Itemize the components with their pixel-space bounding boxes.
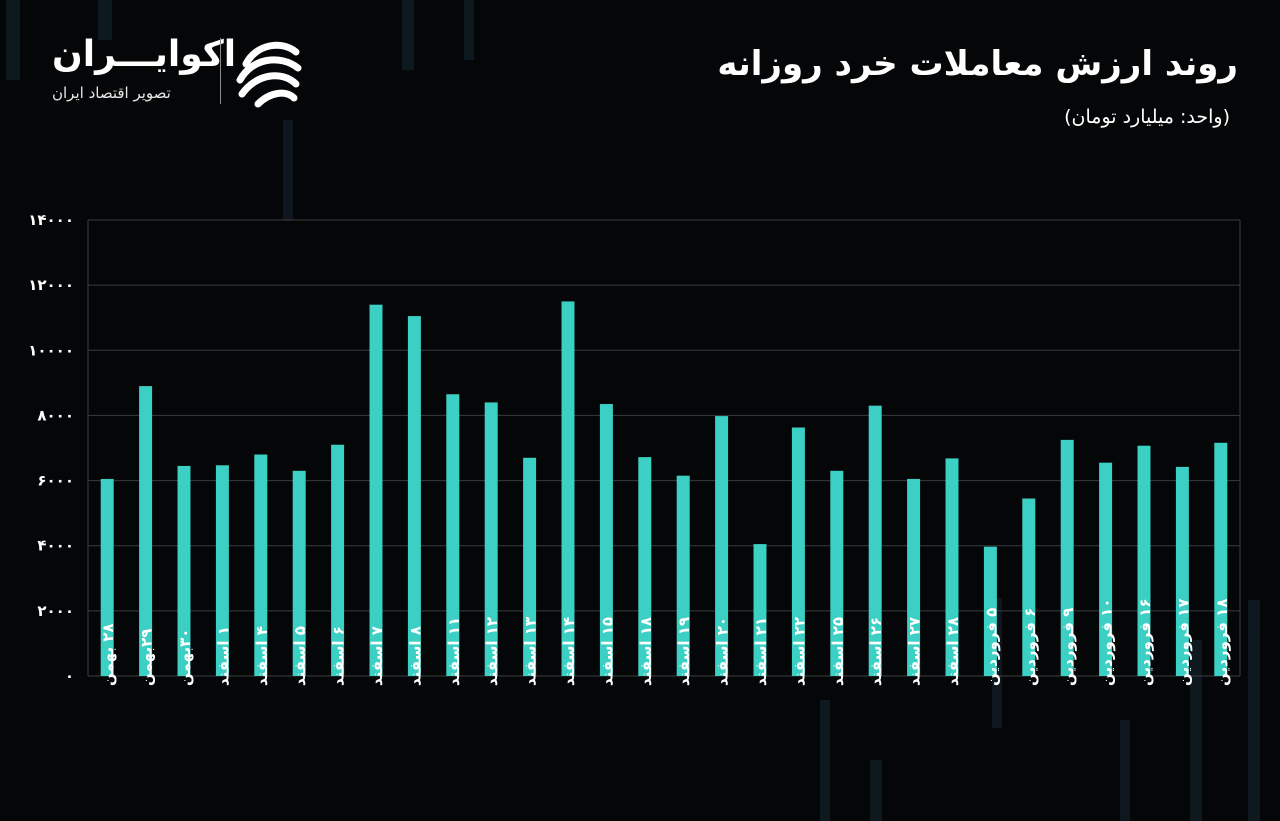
x-tick-label: ۱۲ اسفند: [483, 617, 501, 686]
y-tick-label: ۱۰۰۰۰: [28, 341, 74, 359]
bar: [1175, 466, 1189, 676]
x-tick-label: ۸ اسفند: [406, 626, 424, 686]
x-tick-label: ۱۱ اسفند: [445, 617, 463, 686]
grid-lines: [87, 219, 1241, 677]
bar: [599, 404, 613, 676]
bar: [868, 405, 882, 676]
bar: [676, 475, 690, 676]
bar: [715, 416, 729, 676]
x-tick-label: ۷ اسفند: [368, 626, 386, 686]
y-tick-label: ۰: [65, 667, 74, 685]
x-tick-label: ۱۳ اسفند: [522, 617, 540, 686]
bar: [523, 457, 537, 676]
x-tick-label: ۱۴ اسفند: [560, 617, 578, 686]
logo-tagline: تصویر اقتصاد ایران: [52, 84, 171, 102]
bar: [1060, 439, 1074, 676]
bar: [753, 544, 767, 676]
logo-divider: [220, 38, 221, 104]
x-tick-label: ۲۱ اسفند: [752, 617, 770, 686]
x-tick-label: ۳۰بهمن: [176, 629, 194, 686]
x-tick-label: ۲۸ اسفند: [944, 617, 962, 686]
logo-name: اکوایـــران: [52, 34, 237, 75]
x-tick-label: ۲۸ بهمن: [99, 623, 117, 686]
bar: [100, 478, 114, 676]
y-tick-label: ۶۰۰۰: [37, 472, 74, 490]
x-tick-label: ۱۷ فروردین: [1174, 599, 1192, 686]
y-tick-label: ۴۰۰۰: [37, 537, 74, 555]
bar: [254, 454, 268, 676]
x-tick-label: ۴ اسفند: [253, 626, 271, 686]
x-tick-label: ۹ فروردین: [1059, 608, 1077, 686]
chart-title: روند ارزش معاملات خرد روزانه: [717, 44, 1238, 84]
bar: [446, 394, 460, 676]
x-tick-label: ۲۹بهمن: [138, 629, 156, 686]
y-tick-label: ۸۰۰۰: [37, 406, 74, 424]
x-tick-label: ۵ اسفند: [291, 626, 309, 686]
bar: [830, 470, 844, 676]
y-tick-label: ۱۲۰۰۰: [28, 276, 74, 294]
x-tick-label: ۶ فروردین: [1021, 608, 1039, 686]
x-tick-label: ۲۶ اسفند: [867, 617, 885, 686]
bar: [369, 304, 383, 676]
x-tick-label: ۵ فروردین: [982, 608, 1000, 686]
y-axis-ticks: ۰ ۲۰۰۰ ۴۰۰۰ ۶۰۰۰ ۸۰۰۰ ۱۰۰۰۰ ۱۲۰۰۰ ۱۴۰۰۰: [28, 211, 74, 685]
bar: [139, 386, 153, 676]
x-tick-label: ۲۰ اسفند: [714, 617, 732, 686]
y-tick-label: ۱۴۰۰۰: [28, 211, 74, 229]
ecoiran-swirl-icon: [236, 41, 302, 108]
y-tick-label: ۲۰۰۰: [37, 602, 74, 620]
x-tick-label: ۱۵ اسفند: [598, 617, 616, 686]
bar: [484, 402, 498, 676]
bar: [407, 316, 421, 676]
x-tick-label: ۲۷ اسفند: [906, 617, 924, 686]
bars: [100, 301, 1228, 676]
x-tick-label: ۲۲ اسفند: [790, 617, 808, 686]
bar: [1022, 498, 1036, 676]
x-axis-labels: ۲۸ بهمن ۲۹بهمن ۳۰بهمن ۱ اسفند ۴ اسفند ۵ اسفند…: [99, 599, 1231, 686]
x-tick-label: ۲۵ اسفند: [829, 617, 847, 686]
bar: [1137, 445, 1151, 676]
bar: [1214, 442, 1228, 676]
bar: [945, 458, 959, 676]
bar: [791, 427, 805, 676]
x-tick-label: ۶ اسفند: [330, 626, 348, 686]
bar: [331, 444, 345, 676]
x-tick-label: ۱۹ اسفند: [675, 617, 693, 686]
x-tick-label: ۱۸ فروردین: [1213, 599, 1231, 686]
x-tick-label: ۱۶ فروردین: [1136, 599, 1154, 686]
x-tick-label: ۱ اسفند: [214, 626, 232, 686]
x-tick-label: ۱۸ اسفند: [637, 617, 655, 686]
bar: [177, 465, 191, 676]
bar: [983, 546, 997, 676]
bar: [561, 301, 575, 676]
chart-unit: (واحد: میلیارد تومان): [1064, 106, 1230, 128]
bar: [292, 470, 306, 676]
bar: [638, 457, 652, 676]
x-tick-label: ۱۰ فروردین: [1098, 599, 1116, 686]
bar: [907, 478, 921, 676]
bar: [215, 465, 229, 676]
bar: [1099, 462, 1113, 676]
